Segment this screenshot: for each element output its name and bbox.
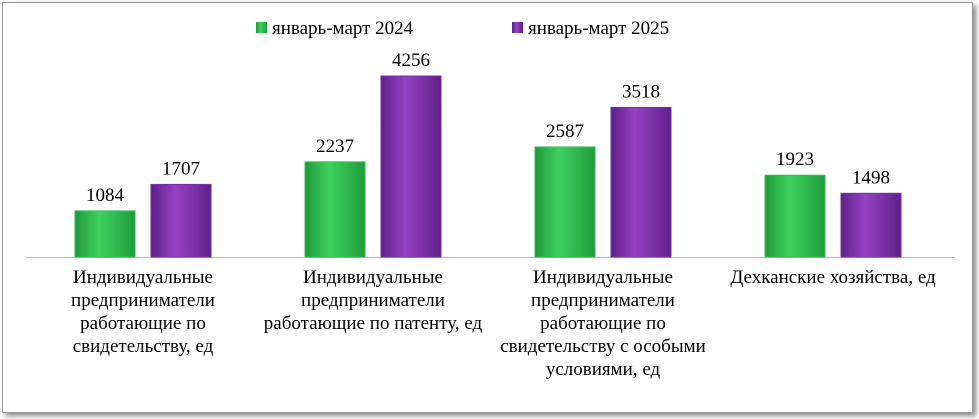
legend-label: январь-март 2024 xyxy=(272,18,414,39)
bar xyxy=(840,192,902,258)
legend-swatch xyxy=(512,22,523,33)
bar xyxy=(380,75,442,258)
value-label: 4256 xyxy=(392,50,430,71)
value-label: 1498 xyxy=(852,167,890,188)
category-label: Индивидуальные предприниматели работающи… xyxy=(500,267,706,380)
value-label: 1084 xyxy=(86,185,125,206)
value-label: 3518 xyxy=(622,81,660,102)
category-label: Индивидуальные предприниматели работающи… xyxy=(71,267,215,357)
value-label: 1923 xyxy=(776,149,814,170)
legend-swatch xyxy=(256,22,267,33)
value-label: 1707 xyxy=(162,158,200,179)
bar xyxy=(764,174,826,258)
category-label: Индивидуальные предприниматели работающи… xyxy=(263,267,483,334)
bar xyxy=(74,210,136,258)
category-label: Дехканские хозяйства, ед xyxy=(730,267,936,288)
value-label: 2237 xyxy=(316,136,354,157)
bar xyxy=(150,183,212,258)
bar xyxy=(304,161,366,258)
value-label: 2587 xyxy=(546,121,584,142)
bar xyxy=(534,146,596,258)
bar xyxy=(610,106,672,258)
legend-label: январь-март 2025 xyxy=(528,18,669,39)
